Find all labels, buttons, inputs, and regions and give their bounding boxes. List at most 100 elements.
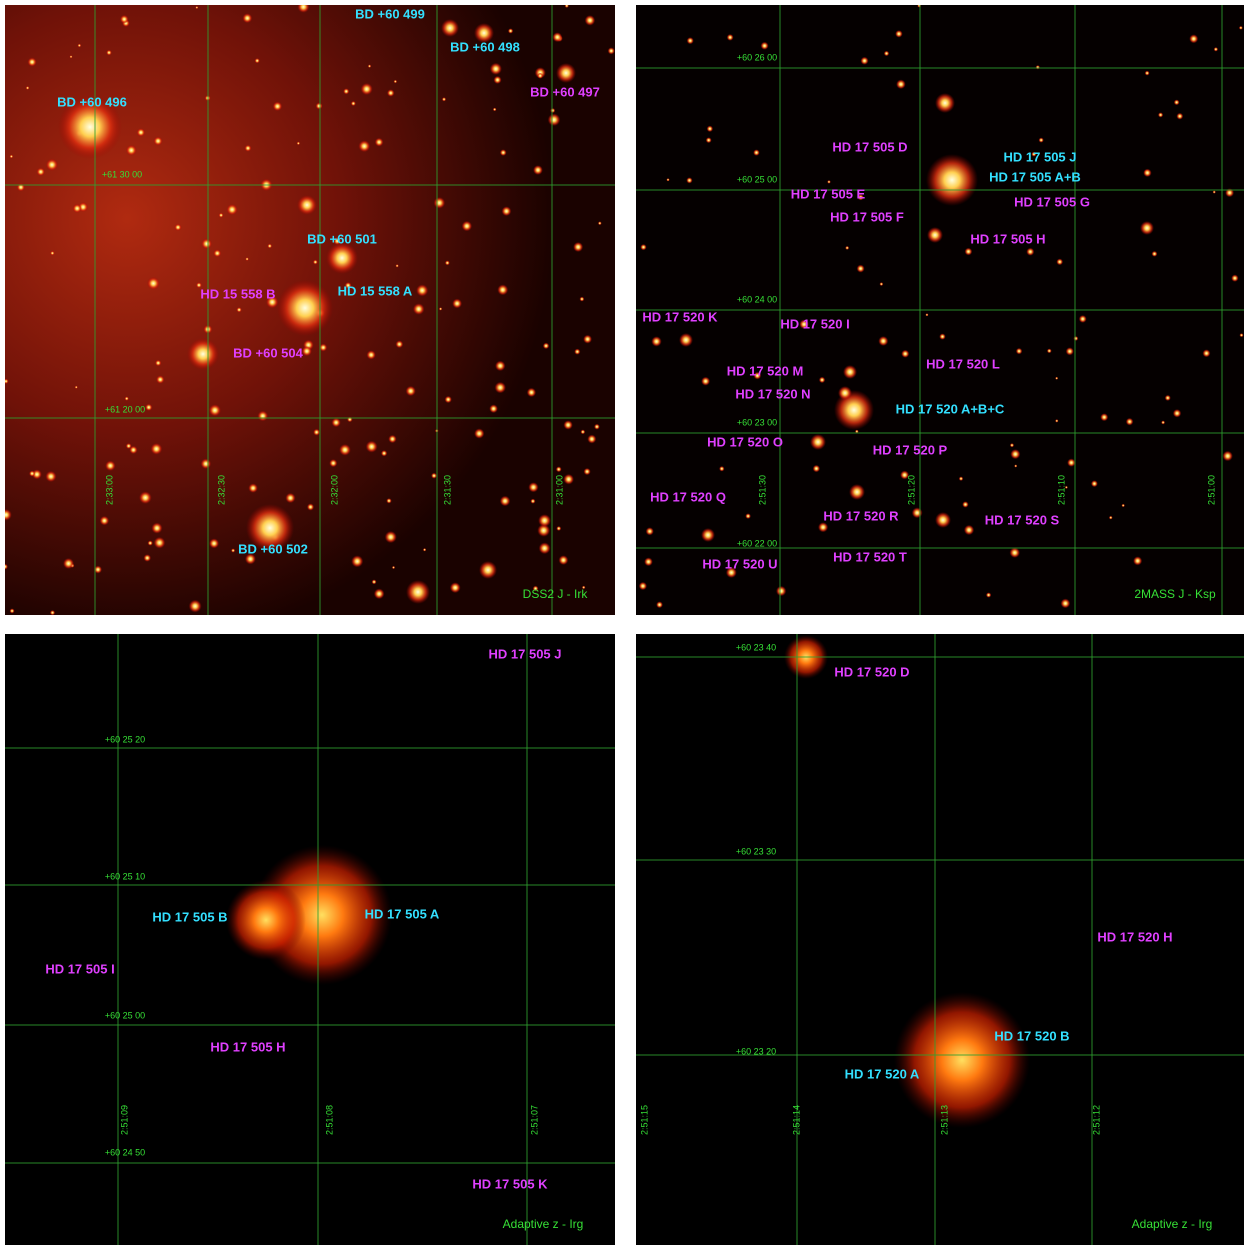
- star: [267, 243, 273, 249]
- star: [597, 221, 602, 226]
- grid-label: 2:51:13: [939, 1105, 949, 1135]
- star: [174, 223, 182, 231]
- star: [686, 37, 694, 45]
- star: [405, 385, 416, 397]
- star: [1202, 349, 1211, 358]
- star: [556, 63, 576, 83]
- star: [151, 522, 163, 534]
- star: [528, 482, 539, 493]
- star: [313, 428, 321, 436]
- star-label: HD 17 520 A+B+C: [896, 401, 1005, 416]
- star: [479, 561, 497, 579]
- star-label: BD +60 504: [233, 345, 304, 360]
- star: [579, 296, 585, 302]
- star: [231, 548, 236, 553]
- star: [265, 295, 279, 309]
- grid-label: 2:51:07: [529, 1105, 539, 1135]
- star-label: HD 15 558 B: [200, 286, 275, 301]
- star: [895, 30, 903, 38]
- star: [366, 350, 376, 360]
- star: [358, 140, 371, 153]
- star: [1073, 336, 1079, 341]
- star: [883, 50, 890, 57]
- star: [242, 13, 253, 24]
- star: [726, 33, 734, 41]
- star: [799, 319, 809, 330]
- star: [27, 57, 37, 67]
- star-label: HD 17 520 N: [735, 386, 810, 401]
- star: [1143, 168, 1152, 178]
- star: [5, 563, 8, 570]
- panel-adaptive-1: +60 25 20 +60 25 10 +60 25 00 +60 24 50 2:51…: [5, 634, 615, 1245]
- star: [530, 498, 536, 504]
- star: [285, 492, 296, 504]
- star: [583, 334, 593, 344]
- grid-label: +60 24 00: [737, 294, 777, 304]
- star: [139, 491, 152, 505]
- star: [964, 247, 973, 256]
- star: [350, 100, 356, 107]
- caption: 2MASS J - Ksp: [1134, 587, 1216, 601]
- star: [917, 5, 922, 8]
- star: [538, 542, 551, 555]
- star: [105, 460, 116, 472]
- star: [339, 443, 351, 456]
- caption: Adaptive z - Irg: [1132, 1217, 1213, 1231]
- star: [9, 608, 15, 614]
- star: [1056, 258, 1064, 266]
- star: [584, 15, 596, 26]
- star: [564, 5, 569, 8]
- grid-label: +60 25 10: [105, 871, 145, 881]
- star: [1009, 443, 1015, 448]
- star: [72, 203, 82, 214]
- star: [296, 141, 301, 146]
- star-label: BD +60 497: [530, 84, 600, 99]
- star: [935, 512, 951, 528]
- star-label: HD 17 505 A+B: [989, 169, 1081, 184]
- grid-label: +60 22 00: [737, 538, 777, 548]
- star: [129, 445, 138, 455]
- star: [388, 434, 397, 444]
- star: [395, 340, 404, 349]
- star: [725, 567, 737, 579]
- star: [587, 434, 597, 444]
- grid-label: 2:32:30: [216, 475, 226, 505]
- star: [45, 470, 57, 483]
- star: [306, 503, 315, 511]
- star-label: HD 17 520 H: [1097, 929, 1172, 944]
- star: [301, 346, 312, 357]
- star: [856, 264, 865, 273]
- star: [775, 585, 787, 597]
- star: [901, 349, 910, 358]
- grid-label: +60 24 50: [105, 1147, 145, 1157]
- grid-label: 2:32:00: [329, 475, 339, 505]
- star: [438, 307, 443, 311]
- star: [373, 588, 385, 600]
- star: [834, 390, 874, 430]
- star: [563, 473, 574, 485]
- star: [58, 95, 122, 159]
- grid-label: 2:33:00: [104, 475, 114, 505]
- star: [574, 348, 581, 355]
- star: [125, 443, 132, 449]
- star: [555, 466, 562, 473]
- grid-label: 2:51:00: [1206, 475, 1216, 505]
- star-label: BD +60 501: [307, 231, 377, 246]
- star: [344, 281, 352, 289]
- star: [1164, 394, 1171, 401]
- star: [50, 250, 55, 256]
- star: [1067, 458, 1076, 467]
- star: [1060, 598, 1071, 609]
- star: [74, 385, 78, 389]
- star-label: BD +60 496: [57, 94, 127, 109]
- star: [1090, 480, 1098, 488]
- star: [827, 180, 831, 184]
- grid-label: 2:31:30: [442, 475, 452, 505]
- star-label: HD 17 505 E: [791, 186, 866, 201]
- star-label: HD 17 520 D: [834, 664, 909, 679]
- star: [701, 376, 711, 386]
- star-label: BD +60 502: [238, 541, 308, 556]
- star: [1055, 376, 1059, 380]
- star-label: HD 17 505 G: [1014, 194, 1090, 209]
